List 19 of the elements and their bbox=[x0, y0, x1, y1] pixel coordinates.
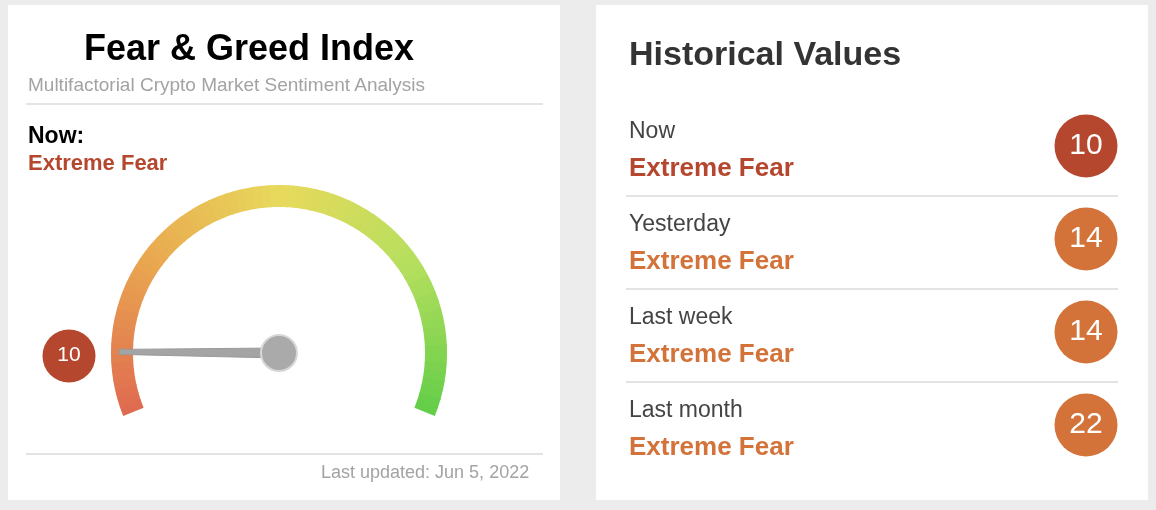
data-label: 10 bbox=[57, 342, 81, 366]
text: Extreme Fear bbox=[629, 431, 794, 461]
category-label: Yesterday bbox=[629, 210, 731, 236]
data-label: 14 bbox=[1069, 312, 1103, 346]
text: Extreme Fear bbox=[629, 338, 794, 368]
text: Extreme Fear bbox=[629, 152, 794, 182]
data-label: 22 bbox=[1069, 405, 1103, 439]
text: Extreme Fear bbox=[28, 150, 168, 175]
text: Extreme Fear bbox=[629, 245, 794, 275]
category-label: Last week bbox=[629, 303, 734, 329]
text: Historical Values bbox=[629, 34, 902, 72]
text: Multifactorial Crypto Market Sentiment Analysis bbox=[28, 74, 426, 95]
data-label: 10 bbox=[1069, 126, 1103, 160]
text: Last updated: Jun 5, 2022 bbox=[321, 462, 530, 482]
data-label: 14 bbox=[1069, 219, 1103, 253]
text: Now: bbox=[28, 122, 85, 148]
category-label: Now bbox=[629, 117, 676, 143]
category-label: Last month bbox=[629, 396, 743, 422]
text: Fear & Greed Index bbox=[84, 27, 415, 68]
